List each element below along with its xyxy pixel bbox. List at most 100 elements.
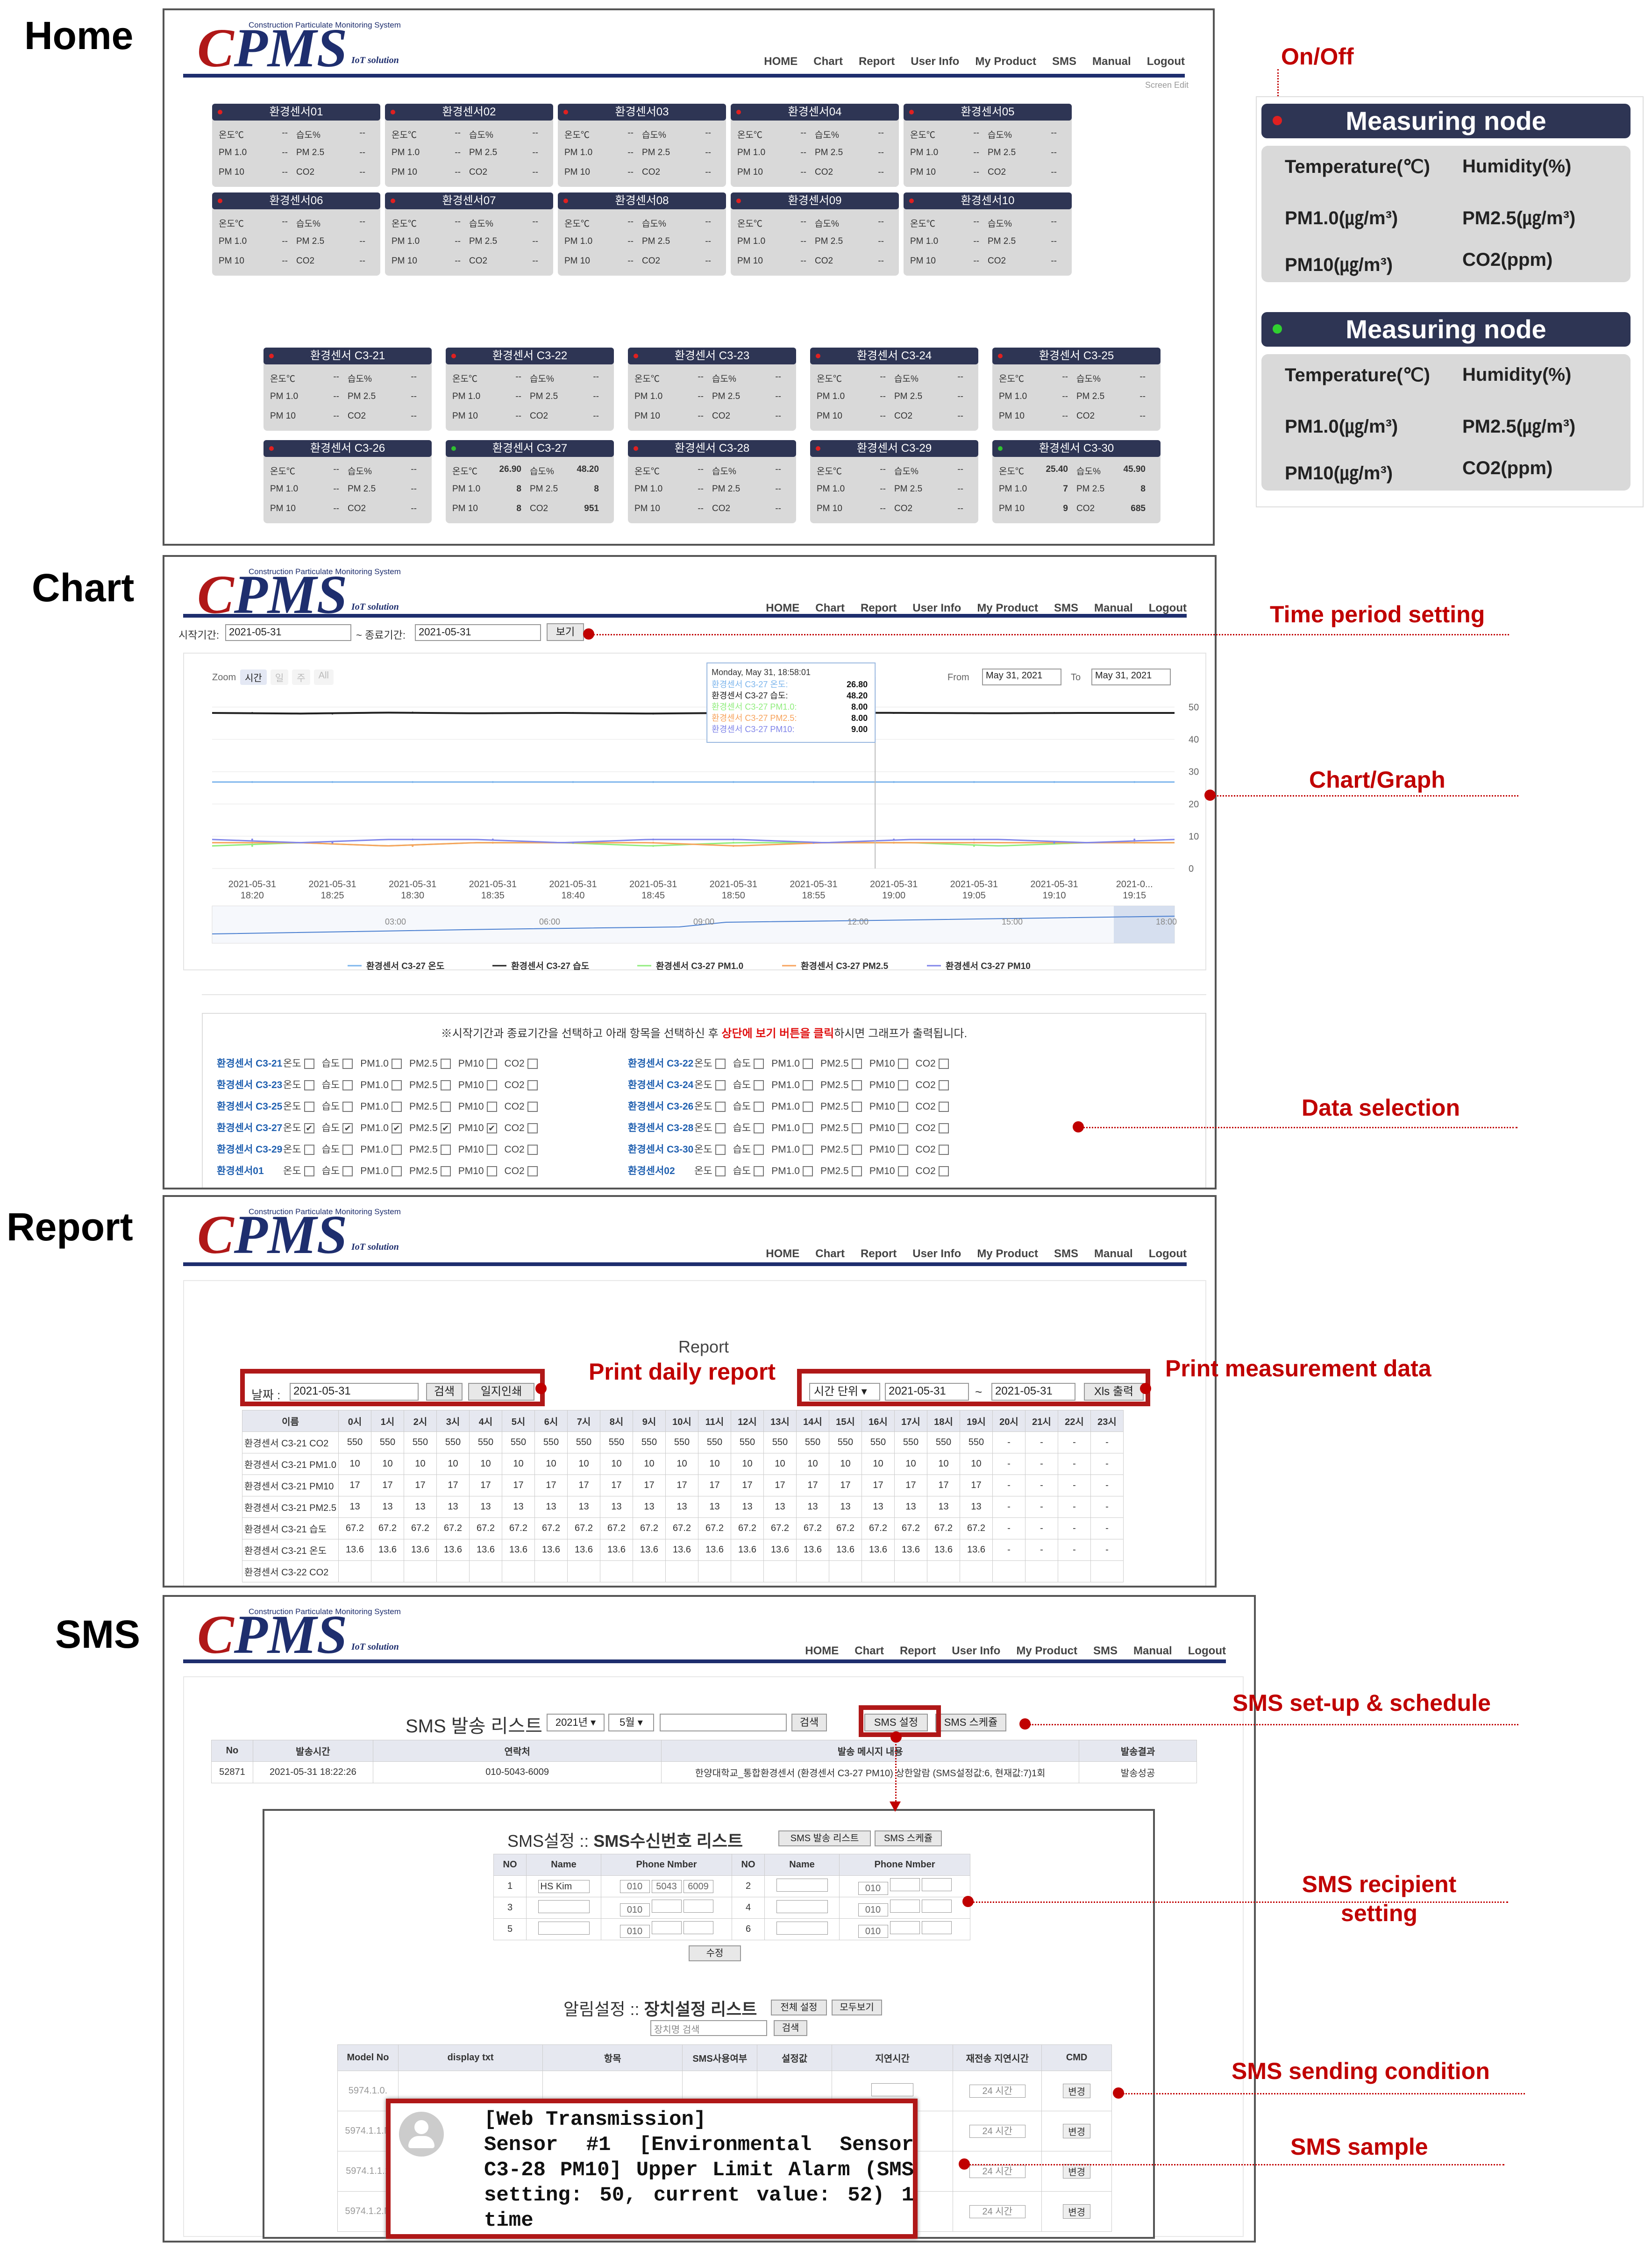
legend-entry[interactable]: 환경센서 C3-27 PM1.0 xyxy=(656,961,743,971)
nav-sms[interactable]: SMS xyxy=(1093,1645,1118,1657)
nav-chart[interactable]: Chart xyxy=(854,1645,884,1657)
item-checkbox[interactable] xyxy=(802,1059,813,1069)
nav-home[interactable]: HOME xyxy=(764,55,798,68)
item-checkbox[interactable] xyxy=(851,1102,862,1112)
device-search-input[interactable]: 장치명 검색 xyxy=(650,2020,767,2036)
item-checkbox[interactable] xyxy=(938,1145,949,1155)
sensor-card[interactable]: 환경센서02 온도℃ -- 습도% -- PM 1.0 -- PM 2.5 -- PM 10 -- C… xyxy=(385,104,553,187)
nav-user-info[interactable]: User Info xyxy=(912,1247,961,1260)
phone-input[interactable] xyxy=(890,1899,920,1913)
item-checkbox[interactable] xyxy=(851,1123,862,1134)
phone-input[interactable]: 5043 xyxy=(651,1880,682,1893)
item-checkbox[interactable] xyxy=(304,1059,314,1069)
end-date-input[interactable]: 2021-05-31 xyxy=(415,624,541,641)
phone-input[interactable] xyxy=(921,1878,952,1891)
nav-home[interactable]: HOME xyxy=(766,602,800,614)
item-checkbox[interactable] xyxy=(440,1166,451,1177)
item-checkbox[interactable] xyxy=(342,1166,353,1177)
item-checkbox[interactable] xyxy=(754,1080,764,1091)
range-start-input[interactable]: 2021-05-31 xyxy=(885,1383,969,1401)
phone-input[interactable] xyxy=(683,1921,713,1934)
item-checkbox[interactable] xyxy=(715,1123,726,1134)
phone-input[interactable]: 010 xyxy=(620,1924,650,1938)
phone-input[interactable]: 010 xyxy=(858,1903,888,1916)
item-checkbox[interactable] xyxy=(754,1123,764,1134)
nav-logout[interactable]: Logout xyxy=(1148,602,1187,614)
phone-input[interactable]: 010 xyxy=(858,1924,888,1938)
item-checkbox[interactable] xyxy=(897,1059,908,1069)
sensor-card[interactable]: 환경센서 C3-29 온도℃ -- 습도% -- PM 1.0 -- PM 2.5 -- PM 1… xyxy=(810,440,978,523)
item-checkbox[interactable] xyxy=(897,1080,908,1091)
item-checkbox[interactable] xyxy=(715,1166,726,1177)
name-input[interactable] xyxy=(538,1900,590,1913)
nav-manual[interactable]: Manual xyxy=(1092,55,1131,68)
sensor-card[interactable]: 환경센서 C3-27 온도℃ 26.90 습도% 48.20 PM 1.0 8 PM 2.5 8… xyxy=(446,440,614,523)
item-checkbox[interactable] xyxy=(527,1059,538,1069)
nav-report[interactable]: Report xyxy=(899,1645,936,1657)
item-checkbox[interactable] xyxy=(754,1145,764,1155)
time-unit-select[interactable]: 시간 단위 ▾ xyxy=(809,1383,880,1401)
item-checkbox[interactable] xyxy=(304,1102,314,1112)
phone-input[interactable] xyxy=(890,1921,920,1934)
item-checkbox[interactable] xyxy=(802,1123,813,1134)
report-date-input[interactable]: 2021-05-31 xyxy=(290,1383,419,1401)
nav-logout[interactable]: Logout xyxy=(1148,1247,1187,1260)
item-checkbox[interactable]: ✔ xyxy=(304,1123,314,1134)
item-checkbox[interactable] xyxy=(715,1102,726,1112)
item-checkbox[interactable] xyxy=(486,1102,497,1112)
item-checkbox[interactable] xyxy=(486,1166,497,1177)
sensor-card[interactable]: 환경센서 C3-24 온도℃ -- 습도% -- PM 1.0 -- PM 2.5 -- PM 1… xyxy=(810,348,978,431)
sms-schedule-button[interactable]: SMS 스케쥴 xyxy=(935,1714,1006,1731)
table-row[interactable]: 52871 2021-05-31 18:22:26 010-5043-6009 한양대… xyxy=(211,1761,1197,1783)
nav-report[interactable]: Report xyxy=(860,602,897,614)
legend-entry[interactable]: 환경센서 C3-27 온도 xyxy=(366,961,444,971)
item-checkbox[interactable] xyxy=(938,1059,949,1069)
item-checkbox[interactable] xyxy=(754,1166,764,1177)
item-checkbox[interactable] xyxy=(938,1102,949,1112)
item-checkbox[interactable] xyxy=(527,1166,538,1177)
all-settings-button[interactable]: 전체 설정 xyxy=(771,2000,827,2015)
legend-entry[interactable]: 환경센서 C3-27 PM10 xyxy=(946,961,1031,971)
item-checkbox[interactable] xyxy=(342,1145,353,1155)
item-checkbox[interactable] xyxy=(938,1123,949,1134)
item-checkbox[interactable] xyxy=(440,1080,451,1091)
delay-input[interactable] xyxy=(871,2083,914,2096)
sensor-card[interactable]: 환경센서 C3-28 온도℃ -- 습도% -- PM 1.0 -- PM 2.5 -- PM 1… xyxy=(628,440,796,523)
item-checkbox[interactable] xyxy=(938,1080,949,1091)
item-checkbox[interactable] xyxy=(754,1059,764,1069)
month-select[interactable]: 5월 ▾ xyxy=(608,1714,654,1731)
nav-sms[interactable]: SMS xyxy=(1054,1247,1079,1260)
item-checkbox[interactable] xyxy=(342,1102,353,1112)
sms-search-button[interactable]: 검색 xyxy=(791,1714,827,1731)
nav-manual[interactable]: Manual xyxy=(1094,602,1133,614)
nav-chart[interactable]: Chart xyxy=(815,1247,845,1260)
item-checkbox[interactable] xyxy=(851,1080,862,1091)
xls-export-button[interactable]: Xls 출력 xyxy=(1084,1383,1144,1401)
change-button[interactable]: 변경 xyxy=(1063,2124,1091,2138)
item-checkbox[interactable] xyxy=(527,1102,538,1112)
item-checkbox[interactable] xyxy=(440,1145,451,1155)
change-button[interactable]: 변경 xyxy=(1063,2164,1091,2179)
name-input[interactable] xyxy=(538,1921,590,1935)
sensor-card[interactable]: 환경센서 C3-21 온도℃ -- 습도% -- PM 1.0 -- PM 2.5 -- PM 1… xyxy=(263,348,432,431)
item-checkbox[interactable] xyxy=(851,1145,862,1155)
sensor-card[interactable]: 환경센서09 온도℃ -- 습도% -- PM 1.0 -- PM 2.5 -- PM 10 -- C… xyxy=(731,192,899,276)
phone-input[interactable] xyxy=(890,1878,920,1891)
nav-chart[interactable]: Chart xyxy=(813,55,843,68)
phone-input[interactable]: 010 xyxy=(620,1903,650,1916)
nav-my-product[interactable]: My Product xyxy=(977,1247,1038,1260)
sensor-card[interactable]: 환경센서04 온도℃ -- 습도% -- PM 1.0 -- PM 2.5 -- PM 10 -- C… xyxy=(731,104,899,187)
zoom-button[interactable]: 일 xyxy=(270,669,289,685)
item-checkbox[interactable] xyxy=(802,1145,813,1155)
item-checkbox[interactable] xyxy=(715,1145,726,1155)
resend-delay-select[interactable]: 24 시간 xyxy=(969,2205,1025,2218)
report-search-button[interactable]: 검색 xyxy=(426,1383,463,1401)
item-checkbox[interactable] xyxy=(715,1080,726,1091)
item-checkbox[interactable] xyxy=(391,1080,402,1091)
nav-sms[interactable]: SMS xyxy=(1054,602,1079,614)
line-chart[interactable]: 010203040502021-05-3118:202021-05-3118:2… xyxy=(184,654,1207,971)
nav-my-product[interactable]: My Product xyxy=(975,55,1036,68)
navigator-range[interactable] xyxy=(1114,906,1175,943)
name-input[interactable] xyxy=(776,1900,828,1913)
nav-manual[interactable]: Manual xyxy=(1094,1247,1133,1260)
